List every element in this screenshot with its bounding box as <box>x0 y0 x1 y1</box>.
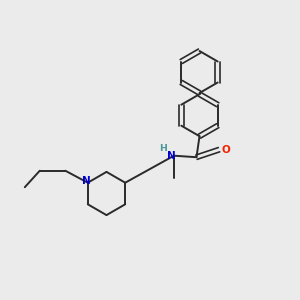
Text: N: N <box>167 151 176 161</box>
Text: H: H <box>160 144 167 153</box>
Text: O: O <box>221 145 230 155</box>
Text: N: N <box>82 176 91 186</box>
